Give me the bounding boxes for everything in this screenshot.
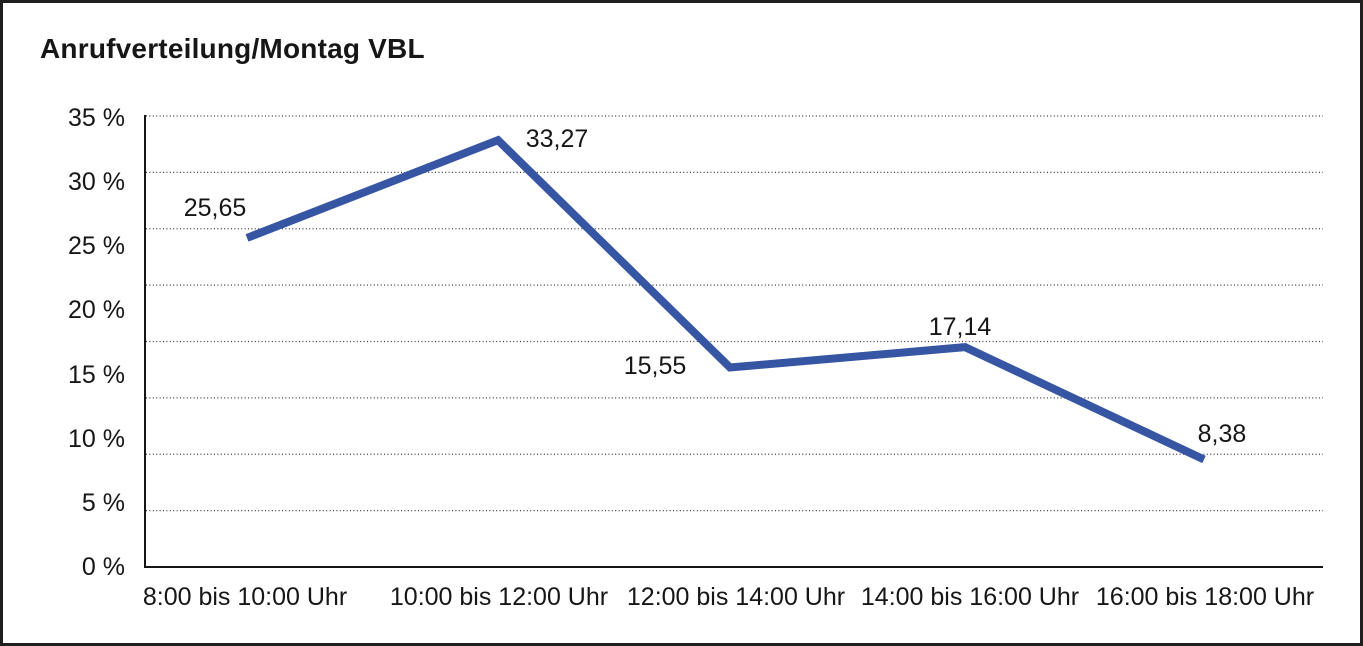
data-point-label: 33,27	[525, 125, 589, 154]
y-tick-label: 20 %	[68, 296, 125, 325]
y-tick-label: 30 %	[68, 168, 125, 197]
data-point-label: 8,38	[1197, 420, 1247, 449]
x-category-label: 14:00 bis 16:00 Uhr	[860, 583, 1080, 611]
y-tick-label: 0 %	[81, 553, 125, 581]
chart-title: Anrufverteilung/Montag VBL	[40, 33, 425, 64]
line-plot-canvas	[144, 115, 1323, 568]
y-tick-label: 5 %	[81, 488, 125, 517]
y-tick-label: 10 %	[68, 424, 125, 453]
x-category-label: 12:00 bis 14:00 Uhr	[626, 583, 846, 611]
data-series-line	[245, 135, 1206, 464]
x-category-label: 8:00 bis 10:00 Uhr	[142, 583, 348, 611]
data-point-label: 25,65	[183, 193, 247, 222]
x-category-label: 16:00 bis 18:00 Uhr	[1095, 583, 1315, 611]
y-tick-label: 35 %	[68, 104, 125, 132]
y-tick-label: 25 %	[68, 232, 125, 261]
x-category-label: 10:00 bis 12:00 Uhr	[389, 583, 609, 611]
data-point-label: 15,55	[623, 351, 687, 380]
data-point-label: 17,14	[928, 313, 992, 342]
y-tick-label: 15 %	[68, 360, 125, 389]
